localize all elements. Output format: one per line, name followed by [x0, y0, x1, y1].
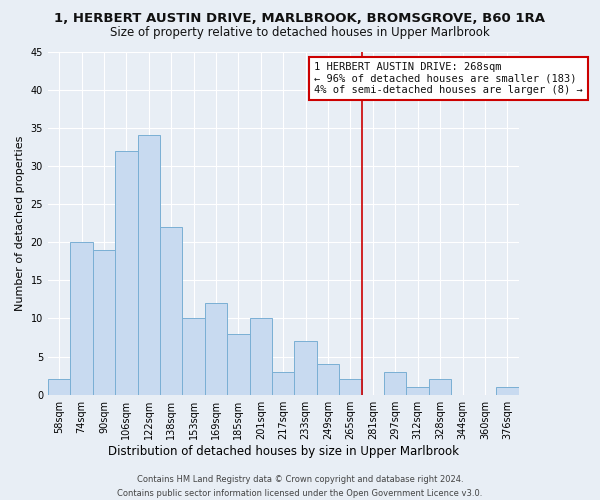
Bar — [115, 150, 137, 394]
Bar — [205, 303, 227, 394]
Bar — [384, 372, 406, 394]
X-axis label: Distribution of detached houses by size in Upper Marlbrook: Distribution of detached houses by size … — [108, 444, 459, 458]
Bar — [137, 136, 160, 394]
Text: 1, HERBERT AUSTIN DRIVE, MARLBROOK, BROMSGROVE, B60 1RA: 1, HERBERT AUSTIN DRIVE, MARLBROOK, BROM… — [55, 12, 545, 26]
Text: Contains HM Land Registry data © Crown copyright and database right 2024.
Contai: Contains HM Land Registry data © Crown c… — [118, 476, 482, 498]
Bar — [429, 380, 451, 394]
Y-axis label: Number of detached properties: Number of detached properties — [15, 136, 25, 311]
Text: Size of property relative to detached houses in Upper Marlbrook: Size of property relative to detached ho… — [110, 26, 490, 39]
Bar — [182, 318, 205, 394]
Bar — [272, 372, 295, 394]
Bar — [93, 250, 115, 394]
Bar — [406, 387, 429, 394]
Bar — [317, 364, 339, 394]
Bar — [227, 334, 250, 394]
Bar — [70, 242, 93, 394]
Bar — [160, 227, 182, 394]
Bar — [48, 380, 70, 394]
Bar — [496, 387, 518, 394]
Bar — [339, 380, 362, 394]
Bar — [250, 318, 272, 394]
Text: 1 HERBERT AUSTIN DRIVE: 268sqm
← 96% of detached houses are smaller (183)
4% of : 1 HERBERT AUSTIN DRIVE: 268sqm ← 96% of … — [314, 62, 583, 95]
Bar — [295, 342, 317, 394]
